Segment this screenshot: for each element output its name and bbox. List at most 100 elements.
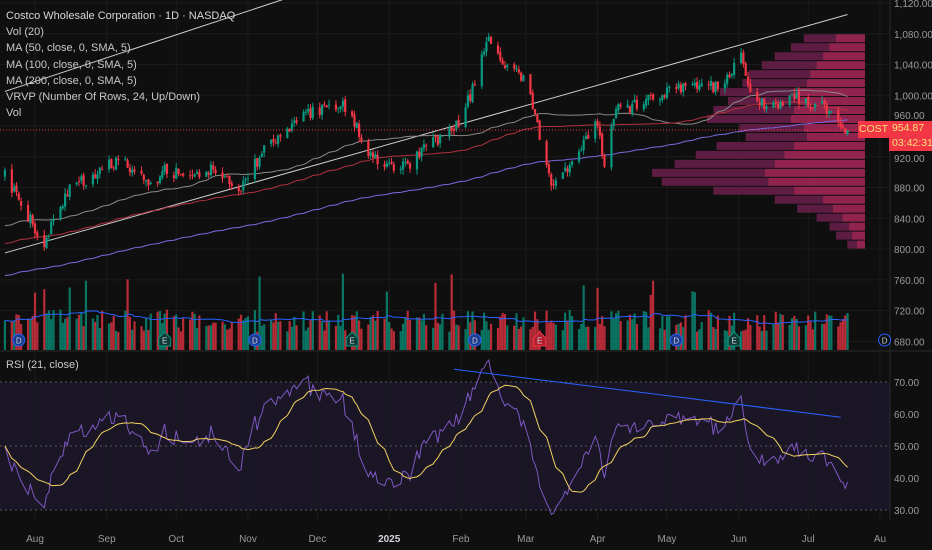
candle xyxy=(529,74,532,95)
volume-bar xyxy=(191,311,194,350)
candle xyxy=(749,83,752,92)
dividend-marker xyxy=(669,333,683,347)
vrvp-up-row xyxy=(719,88,798,97)
candle xyxy=(522,75,525,82)
candle xyxy=(804,98,807,104)
volume-bar xyxy=(758,326,761,350)
volume-bar xyxy=(374,320,377,350)
candle xyxy=(485,42,488,52)
indicator-ma200[interactable]: MA (200, close, 0, SMA, 5) xyxy=(6,74,137,87)
volume-bar xyxy=(698,329,701,350)
indicator-vol[interactable]: Vol xyxy=(6,107,22,120)
volume-bar xyxy=(228,328,231,350)
candle xyxy=(13,186,16,192)
volume-bar xyxy=(369,316,372,350)
vrvp-up-row xyxy=(847,240,857,249)
vrvp-down-row xyxy=(774,159,865,168)
candle xyxy=(765,106,768,110)
volume-bar xyxy=(10,321,13,350)
vrvp-down-row xyxy=(800,97,865,106)
price-tick-label: 920.00 xyxy=(894,154,925,165)
volume-bar xyxy=(307,327,310,350)
candle xyxy=(628,106,632,113)
volume-ma-line xyxy=(4,310,848,325)
candle xyxy=(480,54,483,87)
candle xyxy=(323,103,326,105)
volume-bar xyxy=(707,310,710,350)
candle xyxy=(520,72,523,81)
candle xyxy=(610,125,613,168)
candle xyxy=(33,223,37,234)
volume-bar xyxy=(777,322,780,350)
candle xyxy=(172,175,175,178)
candle xyxy=(418,151,421,158)
earnings-label: E xyxy=(162,337,167,346)
volume-bar xyxy=(124,310,127,350)
candle xyxy=(422,144,426,149)
dividend-marker xyxy=(12,333,26,347)
volume-bar xyxy=(811,329,814,350)
candle xyxy=(436,136,439,145)
candle xyxy=(663,95,666,98)
volume-bar xyxy=(237,318,240,350)
candle xyxy=(318,107,321,115)
volume-bar xyxy=(82,326,85,350)
volume-bar xyxy=(47,310,50,350)
volume-bar xyxy=(425,325,428,350)
candle xyxy=(603,154,606,167)
candle xyxy=(66,194,69,197)
volume-bar xyxy=(193,313,196,350)
indicator-vol20[interactable]: Vol (20) xyxy=(6,26,44,39)
rsi-tick-label: 40.00 xyxy=(894,474,919,485)
candle xyxy=(515,68,518,70)
vrvp-down-row xyxy=(848,222,865,231)
chart-legend: Costco Wholesale Corporation · 1D · NASD… xyxy=(6,8,235,121)
candle xyxy=(550,174,553,186)
candle xyxy=(3,170,7,177)
volume-bar xyxy=(244,317,247,350)
candle xyxy=(165,163,169,175)
dividend-marker xyxy=(248,333,262,347)
candle xyxy=(195,172,199,174)
candle xyxy=(619,104,622,107)
volume-bar xyxy=(140,326,143,350)
candle xyxy=(441,135,444,137)
candle xyxy=(223,175,226,177)
candle xyxy=(290,123,294,131)
rsi-title[interactable]: RSI (21, close) xyxy=(6,359,79,371)
candle xyxy=(825,104,828,114)
rsi-tick-label: 50.00 xyxy=(894,442,919,453)
indicator-ma50[interactable]: MA (50, close, 0, SMA, 5) xyxy=(6,42,131,55)
indicator-vrvp[interactable]: VRVP (Number Of Rows, 24, Up/Down) xyxy=(6,91,200,104)
volume-bar xyxy=(26,318,30,350)
time-tick-label: 2025 xyxy=(378,534,401,545)
volume-bar xyxy=(691,291,694,350)
volume-bar xyxy=(110,322,113,350)
candle xyxy=(239,190,243,192)
volume-bar xyxy=(652,280,655,350)
symbol-title[interactable]: Costco Wholesale Corporation · 1D · NASD… xyxy=(6,10,236,22)
volume-bar xyxy=(406,310,409,350)
candle xyxy=(191,174,194,176)
volume-bar xyxy=(716,315,720,350)
candle xyxy=(161,171,164,178)
volume-bar xyxy=(323,330,326,350)
volume-bar xyxy=(293,316,296,350)
volume-bar xyxy=(520,326,523,350)
vrvp-down-row xyxy=(852,231,865,240)
candle xyxy=(707,84,710,86)
volume-bar xyxy=(66,317,69,350)
candle xyxy=(358,123,361,137)
volume-bar xyxy=(457,325,460,350)
time-tick-label: Au xyxy=(874,534,886,545)
candle xyxy=(827,111,831,114)
volume-bar xyxy=(795,319,798,350)
candle xyxy=(415,151,419,170)
candle xyxy=(739,52,743,64)
volume-bar xyxy=(554,324,557,350)
candle xyxy=(246,178,250,180)
candle xyxy=(420,147,423,157)
indicator-ma100[interactable]: MA (100, close, 0, SMA, 5) xyxy=(6,58,137,71)
volume-bar xyxy=(311,311,314,350)
